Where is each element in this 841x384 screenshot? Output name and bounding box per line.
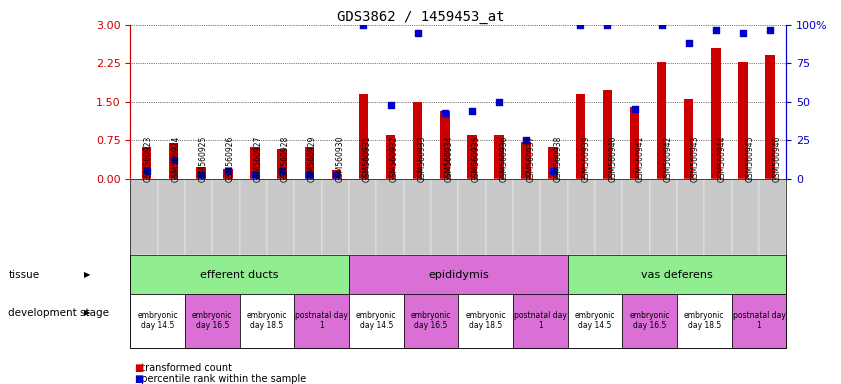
- Text: GSM560932: GSM560932: [390, 136, 399, 182]
- Text: ▶: ▶: [84, 308, 91, 317]
- Bar: [169, 143, 178, 179]
- Text: embryonic
day 14.5: embryonic day 14.5: [574, 311, 616, 330]
- Text: GSM560928: GSM560928: [281, 136, 289, 182]
- Bar: [142, 147, 151, 179]
- Text: postnatal day
1: postnatal day 1: [514, 311, 567, 330]
- Point: [492, 99, 505, 105]
- Text: ■: ■: [135, 374, 144, 384]
- Point: [520, 137, 533, 143]
- Bar: [575, 94, 585, 179]
- Text: GSM560930: GSM560930: [336, 136, 344, 182]
- Bar: [738, 62, 748, 179]
- Text: GSM560945: GSM560945: [745, 136, 754, 182]
- Bar: [440, 111, 450, 179]
- Bar: [359, 94, 368, 179]
- Text: GSM560941: GSM560941: [636, 136, 645, 182]
- Text: embryonic
day 18.5: embryonic day 18.5: [465, 311, 506, 330]
- Point: [547, 168, 560, 174]
- Text: postnatal day
1: postnatal day 1: [295, 311, 348, 330]
- Text: postnatal day
1: postnatal day 1: [733, 311, 785, 330]
- Point: [140, 168, 153, 174]
- Bar: [467, 135, 477, 179]
- Text: ■: ■: [135, 363, 144, 373]
- Point: [736, 30, 749, 36]
- Text: ▶: ▶: [84, 270, 91, 279]
- Text: GSM560934: GSM560934: [445, 136, 453, 182]
- Point: [167, 157, 181, 163]
- Point: [628, 106, 642, 113]
- Bar: [304, 147, 314, 179]
- Text: GDS3862 / 1459453_at: GDS3862 / 1459453_at: [336, 10, 505, 23]
- Text: GSM560940: GSM560940: [609, 136, 617, 182]
- Bar: [413, 102, 422, 179]
- Text: GSM560942: GSM560942: [664, 136, 672, 182]
- Point: [655, 22, 669, 28]
- Text: GSM560923: GSM560923: [144, 136, 153, 182]
- Text: epididymis: epididymis: [428, 270, 489, 280]
- Bar: [251, 147, 260, 179]
- Bar: [657, 62, 666, 179]
- Text: development stage: development stage: [8, 308, 109, 318]
- Point: [438, 109, 452, 116]
- Text: GSM560931: GSM560931: [362, 136, 372, 182]
- Point: [357, 22, 370, 28]
- Text: GSM560943: GSM560943: [690, 136, 700, 182]
- Bar: [630, 107, 639, 179]
- Bar: [711, 48, 721, 179]
- Text: GSM560933: GSM560933: [417, 136, 426, 182]
- Point: [411, 30, 425, 36]
- Text: GSM560925: GSM560925: [198, 136, 208, 182]
- Point: [275, 168, 288, 174]
- Text: GSM560929: GSM560929: [308, 136, 317, 182]
- Text: embryonic
day 18.5: embryonic day 18.5: [246, 311, 288, 330]
- Bar: [684, 99, 694, 179]
- Text: embryonic
day 16.5: embryonic day 16.5: [629, 311, 670, 330]
- Text: transformed count: transformed count: [135, 363, 231, 373]
- Text: GSM560938: GSM560938: [554, 136, 563, 182]
- Text: embryonic
day 16.5: embryonic day 16.5: [192, 311, 233, 330]
- Text: GSM560937: GSM560937: [526, 136, 536, 182]
- Point: [303, 172, 316, 179]
- Bar: [331, 170, 341, 179]
- Bar: [196, 167, 205, 179]
- Point: [600, 22, 614, 28]
- Bar: [548, 147, 558, 179]
- Text: GSM560944: GSM560944: [718, 136, 727, 182]
- Point: [383, 102, 397, 108]
- Text: embryonic
day 16.5: embryonic day 16.5: [410, 311, 452, 330]
- Point: [465, 108, 479, 114]
- Point: [330, 172, 343, 179]
- Text: embryonic
day 14.5: embryonic day 14.5: [137, 311, 178, 330]
- Text: GSM560946: GSM560946: [773, 136, 781, 182]
- Bar: [765, 55, 775, 179]
- Text: tissue: tissue: [8, 270, 40, 280]
- Bar: [603, 91, 612, 179]
- Point: [221, 168, 235, 174]
- Text: GSM560926: GSM560926: [226, 136, 235, 182]
- Point: [682, 40, 696, 46]
- Point: [709, 26, 722, 33]
- Text: GSM560924: GSM560924: [172, 136, 180, 182]
- Bar: [495, 135, 504, 179]
- Bar: [278, 149, 287, 179]
- Bar: [386, 135, 395, 179]
- Point: [248, 172, 262, 179]
- Text: GSM560927: GSM560927: [253, 136, 262, 182]
- Text: embryonic
day 18.5: embryonic day 18.5: [684, 311, 725, 330]
- Text: GSM560936: GSM560936: [500, 136, 508, 182]
- Bar: [521, 142, 531, 179]
- Point: [574, 22, 587, 28]
- Point: [194, 172, 208, 179]
- Text: embryonic
day 14.5: embryonic day 14.5: [356, 311, 397, 330]
- Point: [764, 26, 777, 33]
- Text: GSM560935: GSM560935: [472, 136, 481, 182]
- Bar: [223, 169, 233, 179]
- Text: percentile rank within the sample: percentile rank within the sample: [135, 374, 306, 384]
- Text: efferent ducts: efferent ducts: [200, 270, 279, 280]
- Text: GSM560939: GSM560939: [581, 136, 590, 182]
- Text: vas deferens: vas deferens: [641, 270, 713, 280]
